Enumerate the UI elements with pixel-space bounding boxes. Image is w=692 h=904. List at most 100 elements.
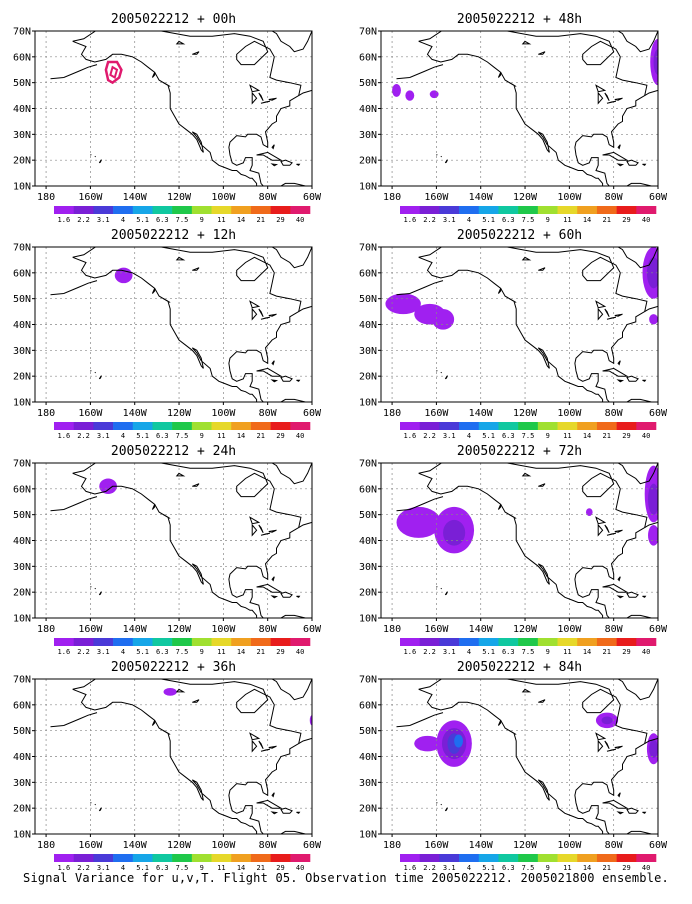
lat-label: 60N [13,484,31,495]
colorbar-swatch [54,638,74,646]
coastline [298,521,312,529]
lat-label: 30N [359,130,377,141]
lon-label: 120W [167,192,192,203]
colorbar-swatch [132,854,153,862]
panel-content [381,463,658,618]
lon-label: 160W [424,624,449,635]
island-outline [642,595,647,598]
island-outline [497,288,502,294]
lon-label: 180 [37,624,55,635]
lat-label: 40N [13,752,31,763]
island-outline [616,379,625,383]
lat-label: 40N [13,536,31,547]
colorbar-swatch [419,854,440,862]
island-outline [271,576,275,582]
island-outline [90,802,92,804]
island-outline [251,739,258,753]
island-outline [271,144,275,150]
lat-label: 40N [359,536,377,547]
colorbar-swatch [400,206,420,214]
lon-label: 180 [37,408,55,419]
island-outline [616,595,625,599]
island-outline [602,583,629,593]
island-outline [270,811,279,815]
colorbar-swatch [211,638,232,646]
colorbar-label: 21 [257,216,265,224]
coastline [311,77,312,89]
coastline [418,40,604,186]
colorbar-label: 7.5 [176,216,189,224]
colorbar-swatch [270,638,291,646]
island-outline [497,720,502,726]
island-outline [192,699,200,703]
colorbar-label: 1.6 [58,864,71,872]
colorbar-label: 6.3 [502,216,515,224]
map-panel-p60: 2005022212 + 60h 70N 60N 50N 40N 30N 20N 10N 180… [359,228,668,440]
colorbar-swatch [439,638,460,646]
colorbar-label: 29 [622,864,630,872]
colorbar-swatch [113,638,134,646]
coastline [298,89,312,97]
coastline [311,509,312,521]
colorbar-swatch [191,206,212,214]
island-outline [192,483,200,487]
colorbar-label: 7.5 [522,648,535,656]
lat-label: 70N [359,459,377,470]
colorbar-swatch [290,854,311,862]
island-outline [595,84,607,93]
island-outline [90,586,92,588]
colorbar-label: 4 [121,648,125,656]
island-outline [509,730,517,735]
signal-area [649,739,658,758]
lat-label: 60N [359,484,377,495]
island-outline [606,748,617,752]
colorbar-swatch [231,206,252,214]
coastline [396,496,444,512]
lon-label: 100W [211,840,236,851]
coastline [50,280,98,296]
lon-label: 80W [259,408,278,419]
colorbar-label: 29 [276,648,284,656]
colorbar-swatch [93,422,114,430]
lon-label: 80W [605,408,624,419]
colorbar-label: 1.6 [404,864,417,872]
colorbar-swatch [518,854,539,862]
colorbar-label: 14 [237,864,245,872]
colorbar-swatch [152,206,173,214]
colorbar-swatch [290,638,311,646]
island-outline [497,72,502,78]
island-outline [604,524,610,534]
lon-label: 160W [78,840,103,851]
lon-label: 120W [513,192,538,203]
coastline [72,463,306,618]
lon-label: 120W [513,840,538,851]
lat-label: 50N [13,726,31,737]
island-outline [614,97,623,101]
colorbar-swatch [250,638,271,646]
colorbar-label: 29 [622,216,630,224]
lon-label: 100W [211,408,236,419]
lat-label: 40N [359,752,377,763]
colorbar-swatch [439,854,460,862]
colorbar-swatch [419,638,440,646]
island-outline [151,72,156,78]
colorbar-label: 6.3 [502,864,515,872]
island-outline [521,688,532,693]
colorbar-swatch [577,638,598,646]
colorbar-label: 4 [467,864,471,872]
lon-label: 180 [37,192,55,203]
lon-label: 160W [424,408,449,419]
island-outline [256,367,283,377]
lat-label: 70N [359,675,377,686]
colorbar-label: 1.6 [404,648,417,656]
colorbar-label: 7.5 [176,648,189,656]
lon-label: 60W [303,408,322,419]
island-outline [271,360,275,366]
colorbar-swatch [459,206,480,214]
coastline [311,725,312,737]
colorbar-swatch [616,422,637,430]
colorbar-swatch [518,638,539,646]
colorbar-label: 14 [583,432,591,440]
coastline [644,89,658,97]
